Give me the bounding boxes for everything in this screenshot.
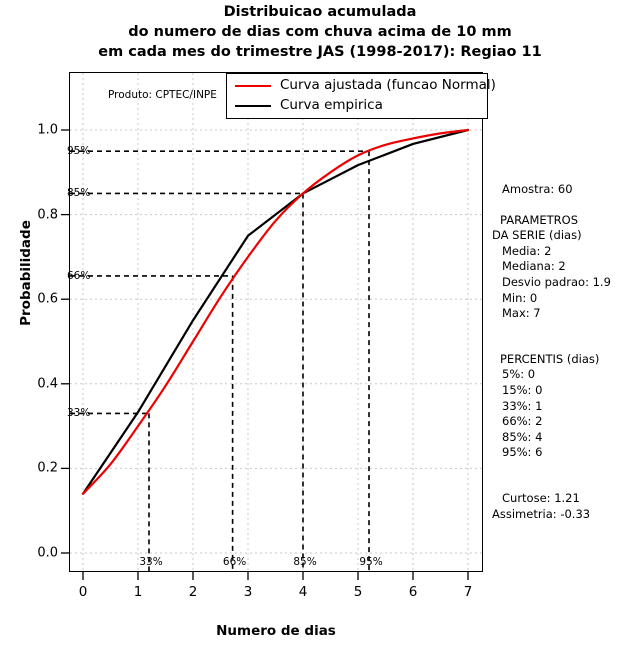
stat-parametros-header-1: PARAMETROS bbox=[500, 212, 579, 227]
legend-swatch-red-icon bbox=[235, 85, 271, 87]
stat-mediana: Mediana: 2 bbox=[502, 259, 566, 274]
x-tick-2: 2 bbox=[188, 584, 198, 600]
stat-assimetria: Assimetria: -0.33 bbox=[492, 506, 591, 521]
y-tick-1.0: 1.0 bbox=[37, 122, 58, 138]
stat-p05: 5%: 0 bbox=[502, 367, 536, 382]
statistics-panel: Amostra: 60 PARAMETROS DA SERIE (dias) M… bbox=[492, 182, 640, 522]
stat-amostra: Amostra: 60 bbox=[502, 182, 573, 196]
percentile-y-label-66pct: 66% bbox=[67, 269, 91, 282]
chart-title: Distribuicao acumulada do numero de dias… bbox=[0, 2, 640, 62]
percentile-y-label-95pct: 95% bbox=[67, 145, 91, 158]
y-tick-0.8: 0.8 bbox=[37, 207, 58, 223]
y-axis-title: Probabilidade bbox=[18, 220, 34, 326]
x-tick-4: 4 bbox=[298, 584, 308, 600]
produto-note: Produto: CPTEC/INPE bbox=[108, 89, 217, 101]
percentile-x-label-95pct: 95% bbox=[359, 556, 383, 568]
legend: Curva ajustada (funcao Normal) Curva emp… bbox=[226, 73, 496, 119]
x-tick-5: 5 bbox=[353, 584, 363, 600]
x-tick-3: 3 bbox=[243, 584, 253, 600]
stat-parametros-header-2: DA SERIE (dias) bbox=[492, 228, 582, 243]
legend-item-empirica: Curva empirica bbox=[235, 96, 383, 116]
title-line-3: em cada mes do trimestre JAS (1998-2017)… bbox=[98, 44, 542, 60]
stat-media: Media: 2 bbox=[502, 243, 552, 258]
x-tick-6: 6 bbox=[408, 584, 418, 600]
stat-p66: 66%: 2 bbox=[502, 414, 543, 429]
legend-label-ajustada: Curva ajustada (funcao Normal) bbox=[280, 77, 496, 94]
legend-item-ajustada: Curva ajustada (funcao Normal) bbox=[235, 76, 496, 96]
legend-swatch-black-icon bbox=[235, 105, 271, 107]
y-tick-0.6: 0.6 bbox=[37, 291, 58, 307]
y-tick-0.2: 0.2 bbox=[37, 460, 58, 476]
percentile-x-label-33pct: 33% bbox=[139, 556, 163, 568]
plot-area bbox=[69, 72, 483, 572]
title-line-1: Distribuicao acumulada bbox=[223, 4, 417, 20]
stat-max: Max: 7 bbox=[502, 306, 541, 321]
x-tick-1: 1 bbox=[133, 584, 143, 600]
percentile-y-label-85pct: 85% bbox=[67, 187, 91, 200]
y-tick-0.4: 0.4 bbox=[37, 376, 58, 392]
percentile-x-label-66pct: 66% bbox=[222, 556, 247, 568]
percentile-x-label-85pct: 85% bbox=[293, 556, 317, 568]
stat-percentis-header: PERCENTIS (dias) bbox=[500, 351, 600, 366]
stat-desvio-padrao: Desvio padrao: 1.9 bbox=[502, 274, 611, 289]
stat-p95: 95%: 6 bbox=[502, 445, 543, 460]
stat-p15: 15%: 0 bbox=[502, 382, 543, 397]
title-line-2: do numero de dias com chuva acima de 10 … bbox=[128, 24, 512, 40]
y-tick-0.0: 0.0 bbox=[37, 545, 58, 561]
legend-label-empirica: Curva empirica bbox=[280, 97, 383, 114]
stat-curtose: Curtose: 1.21 bbox=[502, 490, 580, 505]
x-axis-title: Numero de dias bbox=[216, 623, 336, 639]
stat-p85: 85%: 4 bbox=[502, 429, 543, 444]
x-tick-0: 0 bbox=[78, 584, 88, 600]
stat-p33: 33%: 1 bbox=[502, 398, 543, 413]
percentile-y-label-33pct: 33% bbox=[67, 407, 91, 420]
x-tick-7: 7 bbox=[463, 584, 473, 600]
stat-min: Min: 0 bbox=[502, 290, 538, 305]
